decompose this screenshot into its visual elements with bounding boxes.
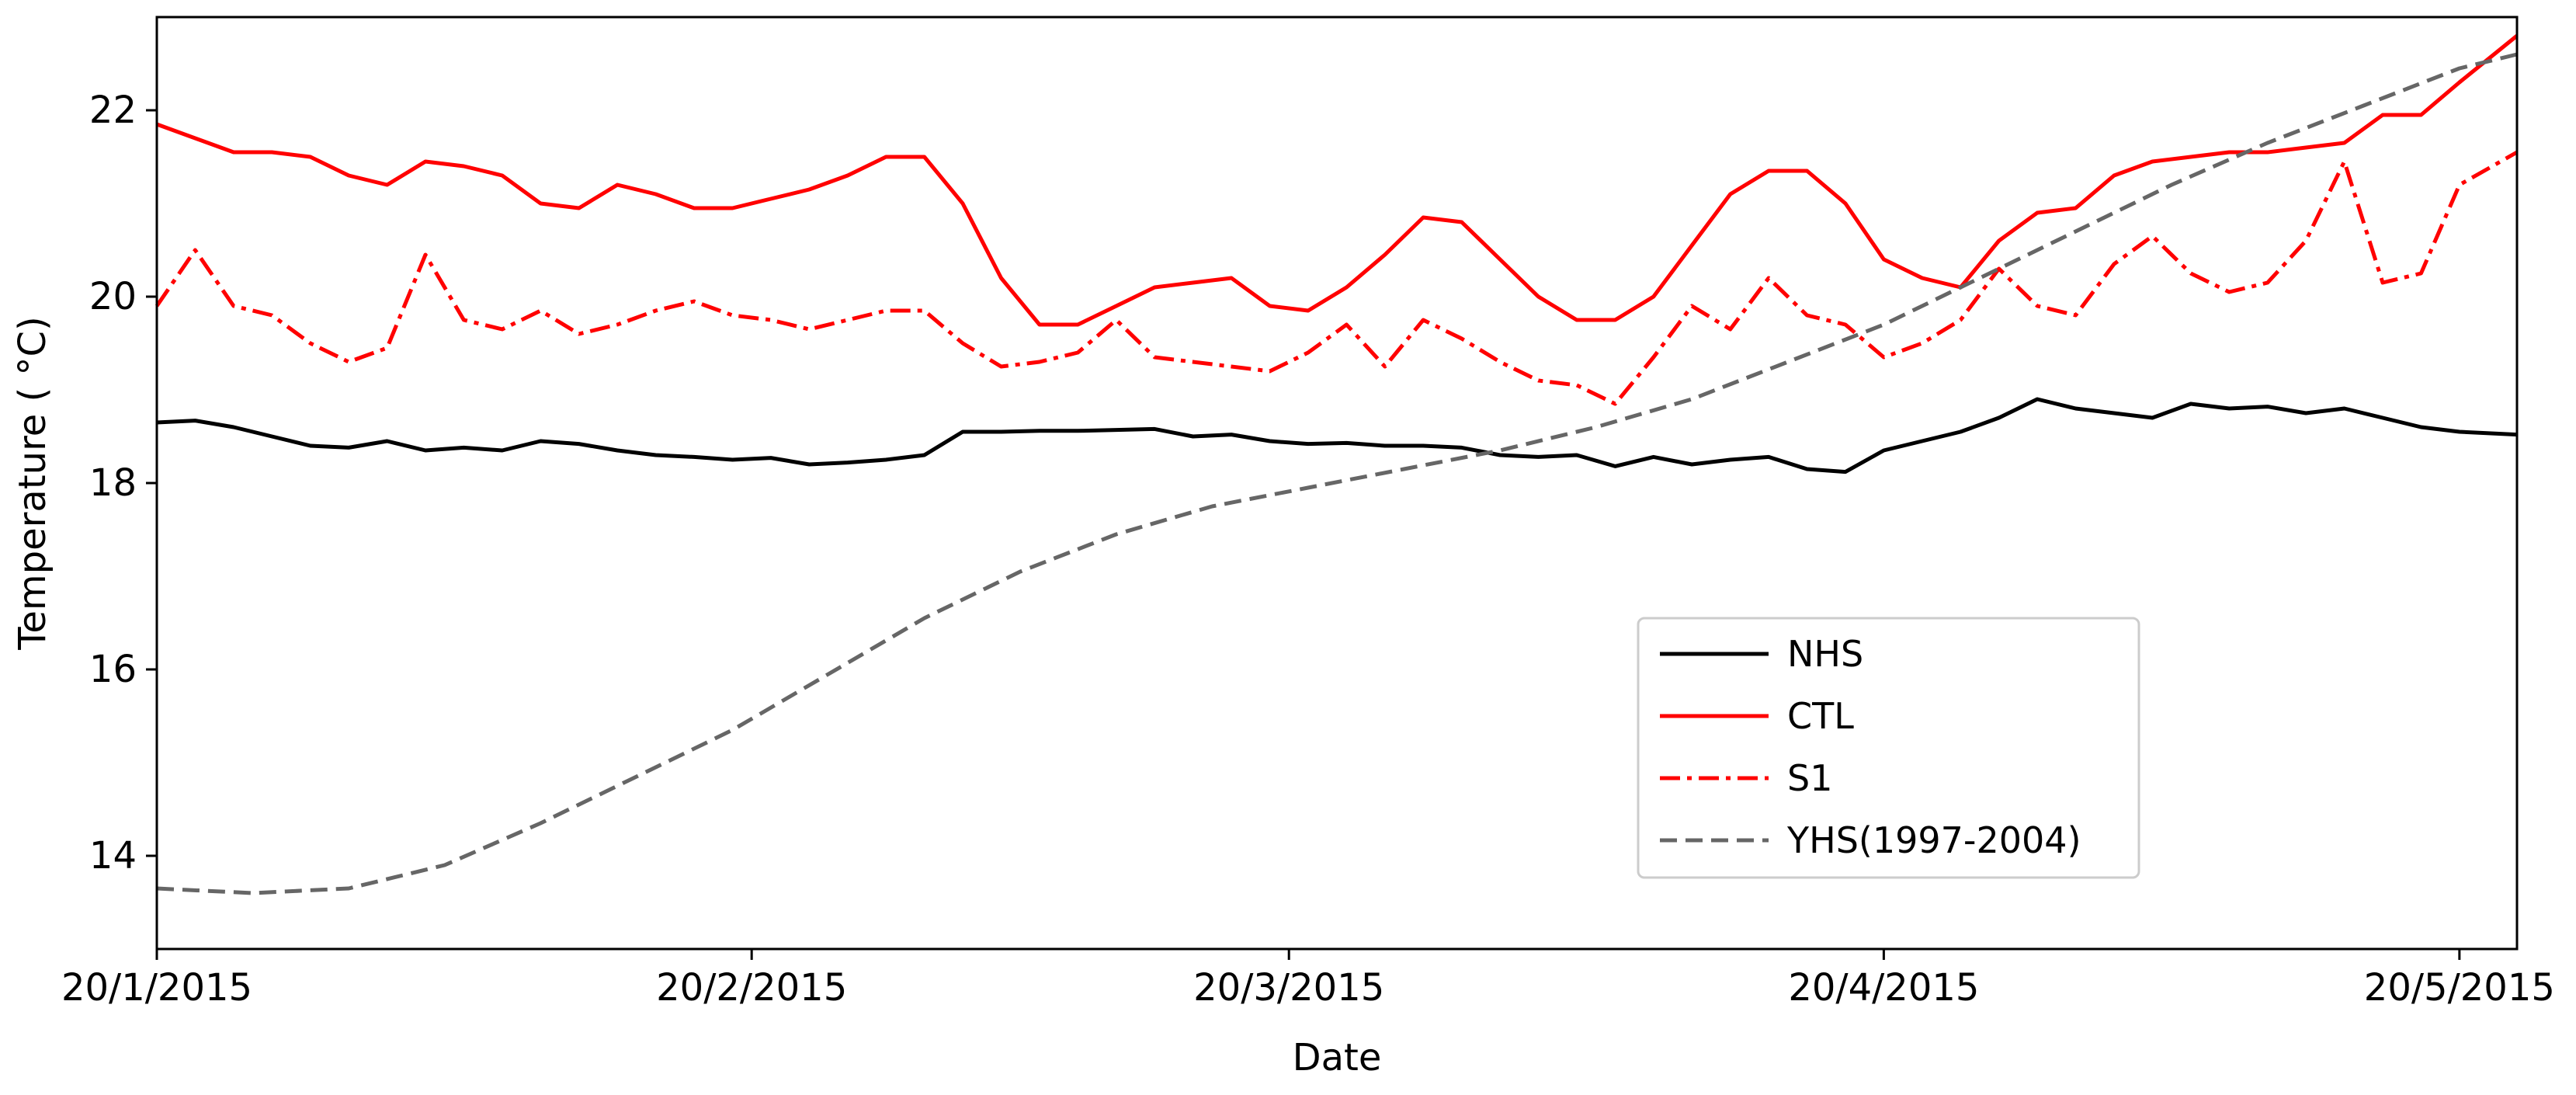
y-axis-ticks: 14 16 18 20 22 <box>89 89 157 878</box>
legend-entries: NHS CTL S1 YHS(1997-2004) <box>1660 633 2081 861</box>
x-axis-label: Date <box>1293 1036 1382 1079</box>
series-line-0 <box>156 397 2518 474</box>
y-tick-label-1: 16 <box>89 648 137 691</box>
legend-label-3: YHS(1997-2004) <box>1786 819 2081 861</box>
legend-label-1: CTL <box>1787 695 1854 737</box>
y-tick-label-2: 18 <box>89 461 137 505</box>
y-axis-label: Temperature ( °C) <box>11 316 54 651</box>
series-line-1 <box>156 34 2519 327</box>
legend: NHS CTL S1 YHS(1997-2004) <box>1637 617 2140 879</box>
x-axis-ticks: 20/1/2015 20/2/2015 20/3/2015 20/4/2015 20/5… <box>61 949 2555 1010</box>
series-lines <box>154 34 2519 895</box>
legend-box <box>1637 617 2140 879</box>
x-tick-label-1: 20/2/2015 <box>656 966 847 1010</box>
series-line-2 <box>154 150 2519 406</box>
x-tick-label-4: 20/5/2015 <box>2364 966 2555 1010</box>
series-line-3 <box>156 52 2518 895</box>
legend-label-2: S1 <box>1787 757 1832 799</box>
y-tick-label-4: 22 <box>89 89 137 132</box>
y-tick-label-0: 14 <box>89 834 137 878</box>
y-tick-label-3: 20 <box>89 275 137 318</box>
x-tick-label-2: 20/3/2015 <box>1193 966 1384 1010</box>
legend-label-0: NHS <box>1787 633 1863 675</box>
x-tick-label-3: 20/4/2015 <box>1788 966 1979 1010</box>
x-tick-label-0: 20/1/2015 <box>61 966 252 1010</box>
